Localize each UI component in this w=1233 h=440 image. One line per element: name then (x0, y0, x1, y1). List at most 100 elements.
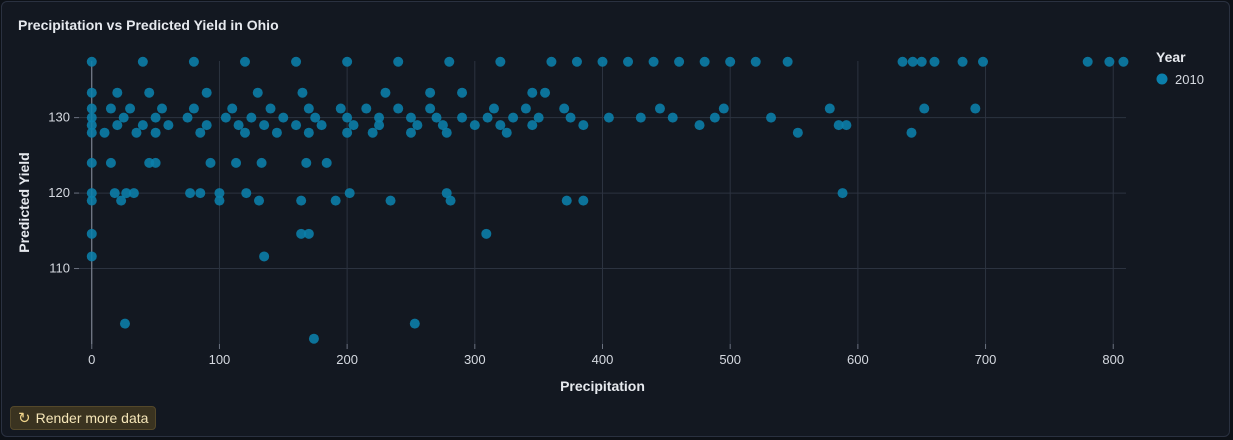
data-point[interactable] (385, 195, 396, 206)
data-point[interactable] (907, 56, 918, 67)
data-point[interactable] (603, 112, 614, 123)
data-point[interactable] (137, 56, 148, 67)
data-point[interactable] (99, 127, 110, 138)
data-point[interactable] (86, 120, 97, 131)
data-point[interactable] (578, 195, 589, 206)
data-point[interactable] (231, 157, 242, 168)
data-point[interactable] (86, 157, 97, 168)
data-point[interactable] (291, 56, 302, 67)
data-point[interactable] (195, 188, 206, 199)
data-point[interactable] (1118, 56, 1129, 67)
data-point[interactable] (128, 188, 139, 199)
data-point[interactable] (540, 87, 551, 98)
data-point[interactable] (86, 112, 97, 123)
data-point[interactable] (501, 127, 512, 138)
data-point[interactable] (241, 188, 252, 199)
data-point[interactable] (792, 127, 803, 138)
data-point[interactable] (112, 87, 123, 98)
data-point[interactable] (919, 103, 930, 114)
data-point[interactable] (118, 112, 129, 123)
data-point[interactable] (425, 103, 436, 114)
data-point[interactable] (239, 127, 250, 138)
data-point[interactable] (929, 56, 940, 67)
data-point[interactable] (144, 87, 155, 98)
data-point[interactable] (201, 87, 212, 98)
data-point[interactable] (393, 56, 404, 67)
data-point[interactable] (623, 56, 634, 67)
data-point[interactable] (239, 56, 250, 67)
data-point[interactable] (361, 103, 372, 114)
data-point[interactable] (409, 318, 420, 329)
data-point[interactable] (335, 103, 346, 114)
data-point[interactable] (457, 112, 468, 123)
data-point[interactable] (201, 120, 212, 131)
data-point[interactable] (469, 120, 480, 131)
data-point[interactable] (254, 195, 265, 206)
data-point[interactable] (833, 120, 844, 131)
data-point[interactable] (233, 120, 244, 131)
data-point[interactable] (441, 127, 452, 138)
data-point[interactable] (380, 87, 391, 98)
data-point[interactable] (578, 120, 589, 131)
data-point[interactable] (565, 112, 576, 123)
data-point[interactable] (265, 103, 276, 114)
data-point[interactable] (182, 112, 193, 123)
data-point[interactable] (303, 103, 314, 114)
data-point[interactable] (205, 157, 216, 168)
data-point[interactable] (259, 120, 270, 131)
data-point[interactable] (297, 87, 308, 98)
data-point[interactable] (310, 112, 321, 123)
data-point[interactable] (699, 56, 710, 67)
data-point[interactable] (1082, 56, 1093, 67)
data-point[interactable] (837, 188, 848, 199)
data-point[interactable] (648, 56, 659, 67)
data-point[interactable] (457, 87, 468, 98)
data-point[interactable] (977, 56, 988, 67)
data-point[interactable] (256, 157, 267, 168)
data-point[interactable] (374, 120, 385, 131)
data-point[interactable] (214, 195, 225, 206)
data-point[interactable] (116, 195, 127, 206)
data-point[interactable] (86, 251, 97, 262)
data-point[interactable] (150, 112, 161, 123)
data-point[interactable] (367, 127, 378, 138)
data-point[interactable] (916, 56, 927, 67)
data-point[interactable] (897, 56, 908, 67)
data-point[interactable] (694, 120, 705, 131)
data-point[interactable] (119, 318, 130, 329)
data-point[interactable] (188, 56, 199, 67)
data-point[interactable] (321, 157, 332, 168)
data-point[interactable] (654, 103, 665, 114)
data-point[interactable] (252, 87, 263, 98)
data-point[interactable] (308, 333, 319, 344)
data-point[interactable] (246, 112, 257, 123)
data-point[interactable] (105, 103, 116, 114)
data-point[interactable] (125, 103, 136, 114)
data-point[interactable] (86, 56, 97, 67)
data-point[interactable] (824, 103, 835, 114)
data-point[interactable] (571, 56, 582, 67)
data-point[interactable] (303, 228, 314, 239)
data-point[interactable] (405, 127, 416, 138)
data-point[interactable] (150, 157, 161, 168)
data-point[interactable] (782, 56, 793, 67)
data-point[interactable] (342, 112, 353, 123)
data-point[interactable] (86, 188, 97, 199)
data-point[interactable] (105, 157, 116, 168)
data-point[interactable] (425, 87, 436, 98)
data-point[interactable] (546, 56, 557, 67)
data-point[interactable] (342, 127, 353, 138)
data-point[interactable] (445, 195, 456, 206)
data-point[interactable] (301, 157, 312, 168)
data-point[interactable] (906, 127, 917, 138)
data-point[interactable] (527, 87, 538, 98)
data-point[interactable] (718, 103, 729, 114)
data-point[interactable] (271, 127, 282, 138)
data-point[interactable] (667, 112, 678, 123)
legend-entry-2010[interactable]: 2010 (1175, 72, 1204, 87)
data-point[interactable] (195, 127, 206, 138)
data-point[interactable] (227, 103, 238, 114)
data-point[interactable] (674, 56, 685, 67)
data-point[interactable] (957, 56, 968, 67)
